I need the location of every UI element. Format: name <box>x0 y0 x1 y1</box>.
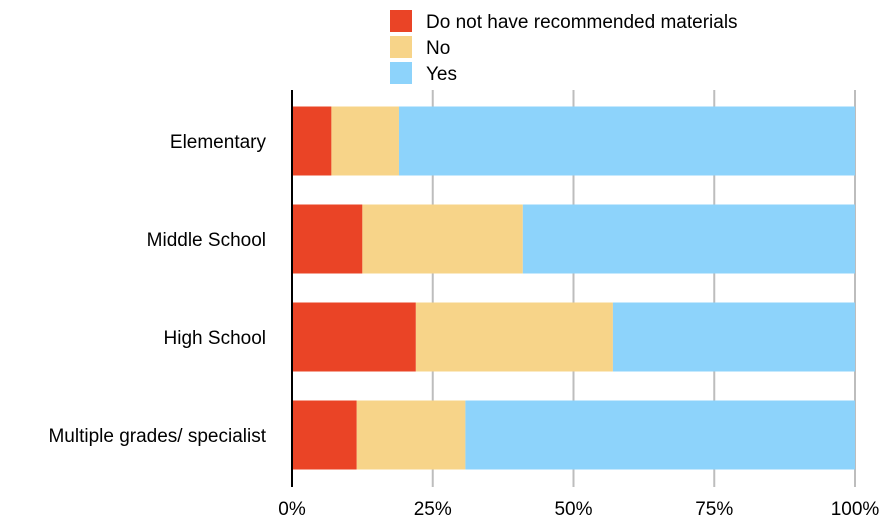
bar-segment <box>356 400 466 470</box>
bar-segment <box>362 204 523 274</box>
category-label: Multiple grades/ specialist <box>48 426 266 447</box>
bar-segment <box>398 106 855 176</box>
bar-segment <box>292 400 357 470</box>
bar-segment <box>292 302 416 372</box>
bars <box>292 106 855 470</box>
legend-swatch <box>390 62 412 84</box>
x-tick-label: 0% <box>278 499 306 519</box>
bar-segment <box>465 400 855 470</box>
x-tick-label: 75% <box>695 499 733 519</box>
x-tick-label: 25% <box>414 499 452 519</box>
legend: Do not have recommended materials No Yes <box>390 10 738 85</box>
legend-label: Yes <box>426 64 457 85</box>
category-label: Elementary <box>170 132 267 153</box>
bar-segment <box>415 302 613 372</box>
category-label: Middle School <box>147 230 266 251</box>
bar-segment <box>612 302 855 372</box>
category-labels: Elementary Middle School High School Multip… <box>48 132 266 447</box>
bar-segment <box>522 204 855 274</box>
bar-segment <box>331 106 399 176</box>
legend-swatch <box>390 36 412 58</box>
legend-label: No <box>426 38 450 59</box>
legend-swatch <box>390 10 412 32</box>
bar-segment <box>292 106 332 176</box>
bar-segment <box>292 204 363 274</box>
x-tick-label: 50% <box>554 499 592 519</box>
category-label: High School <box>164 328 266 349</box>
legend-label: Do not have recommended materials <box>426 12 738 33</box>
x-tick-label: 100% <box>831 499 880 519</box>
x-tick-labels: 0% 25% 50% 75% 100% <box>278 499 880 520</box>
